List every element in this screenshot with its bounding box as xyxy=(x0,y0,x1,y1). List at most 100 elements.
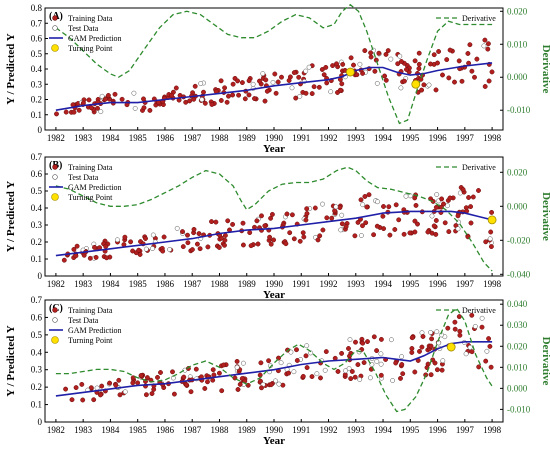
y2-tick-label: 0.000 xyxy=(507,383,528,393)
training-point xyxy=(353,339,358,345)
training-point xyxy=(268,241,274,247)
training-point xyxy=(472,74,477,80)
test-point xyxy=(150,232,156,238)
test-point xyxy=(484,348,490,354)
training-point xyxy=(293,95,299,101)
training-point xyxy=(463,205,469,211)
training-point xyxy=(415,221,420,227)
test-point xyxy=(399,354,405,360)
training-point xyxy=(283,241,289,247)
turning-point xyxy=(446,342,456,352)
y-axis-title: Y / Predicted Y xyxy=(5,325,17,396)
training-point xyxy=(355,362,361,368)
y-tick-label: 0.8 xyxy=(31,3,43,13)
training-point xyxy=(210,377,216,383)
training-point xyxy=(294,347,299,353)
training-point xyxy=(412,369,418,375)
y-tick-label: 0 xyxy=(38,125,43,135)
test-point xyxy=(289,85,295,91)
training-point xyxy=(213,219,219,225)
training-point xyxy=(147,107,153,113)
test-point xyxy=(270,79,276,85)
training-point xyxy=(447,195,453,201)
training-point xyxy=(416,61,422,67)
scatter-points xyxy=(61,185,495,263)
training-point xyxy=(187,98,193,104)
training-point xyxy=(266,358,272,364)
test-point xyxy=(375,199,381,205)
y-tick-label: 0 xyxy=(38,417,43,427)
training-point xyxy=(224,99,230,105)
training-point xyxy=(489,209,495,215)
training-point xyxy=(466,195,472,200)
x-tick-label: 1998 xyxy=(483,133,502,143)
x-tick-label: 1982 xyxy=(47,279,65,289)
y2-tick-label: -0.020 xyxy=(507,235,531,245)
training-point xyxy=(339,81,345,87)
training-point xyxy=(63,386,69,392)
plot-frame xyxy=(44,7,504,131)
x-tick-label: 1984 xyxy=(101,133,120,143)
training-point xyxy=(485,41,491,47)
training-point xyxy=(452,319,458,325)
y-tick-label: 0.7 xyxy=(31,18,43,28)
test-point xyxy=(99,93,105,99)
training-point xyxy=(280,382,286,388)
training-point xyxy=(240,220,246,226)
training-point xyxy=(275,79,281,85)
legend-swatch xyxy=(52,174,58,180)
test-point xyxy=(333,204,339,210)
legend-derivative: Derivative xyxy=(462,14,496,23)
training-point xyxy=(112,91,118,97)
test-point xyxy=(472,323,478,329)
training-point xyxy=(222,233,228,238)
training-point xyxy=(91,397,97,403)
training-point xyxy=(76,107,82,113)
training-point xyxy=(88,385,94,391)
test-point xyxy=(357,377,363,382)
x-tick-label: 1985 xyxy=(129,425,148,435)
y-tick-label: 0.5 xyxy=(31,186,43,196)
y2-axis-title: Derivative xyxy=(540,192,550,241)
training-point xyxy=(184,382,189,388)
y-tick-label: 0.4 xyxy=(31,64,43,74)
training-point xyxy=(80,397,86,403)
y2-tick-label: 0.040 xyxy=(507,299,528,309)
training-point xyxy=(387,232,393,238)
training-point xyxy=(335,369,341,374)
training-point xyxy=(254,218,260,224)
x-tick-label: 1993 xyxy=(347,133,366,143)
training-point xyxy=(398,59,404,64)
training-point xyxy=(419,344,425,350)
training-point xyxy=(486,78,492,84)
x-tick-label: 1996 xyxy=(429,133,448,143)
test-point xyxy=(397,53,403,59)
training-point xyxy=(219,388,225,394)
training-point xyxy=(428,61,433,67)
training-point xyxy=(360,340,366,346)
test-point xyxy=(199,97,205,103)
training-point xyxy=(460,187,466,192)
legend-training-data: Training Data xyxy=(68,306,113,315)
training-point xyxy=(446,75,452,81)
x-tick-label: 1986 xyxy=(156,425,175,435)
training-point xyxy=(329,215,335,221)
test-point xyxy=(378,351,384,357)
training-point xyxy=(420,334,426,339)
training-point xyxy=(401,78,407,84)
x-tick-label: 1990 xyxy=(265,133,284,143)
training-point xyxy=(236,92,242,98)
gam-prediction-line xyxy=(55,62,493,111)
x-tick-label: 1986 xyxy=(156,133,175,143)
x-tick-label: 1984 xyxy=(101,279,120,289)
training-point xyxy=(300,373,306,379)
training-point xyxy=(286,370,292,376)
test-point xyxy=(276,381,282,387)
test-point xyxy=(360,202,366,208)
test-point xyxy=(132,105,138,111)
training-point xyxy=(479,324,485,330)
training-point xyxy=(226,93,231,99)
training-point xyxy=(268,215,274,221)
x-tick-label: 1987 xyxy=(183,133,202,143)
